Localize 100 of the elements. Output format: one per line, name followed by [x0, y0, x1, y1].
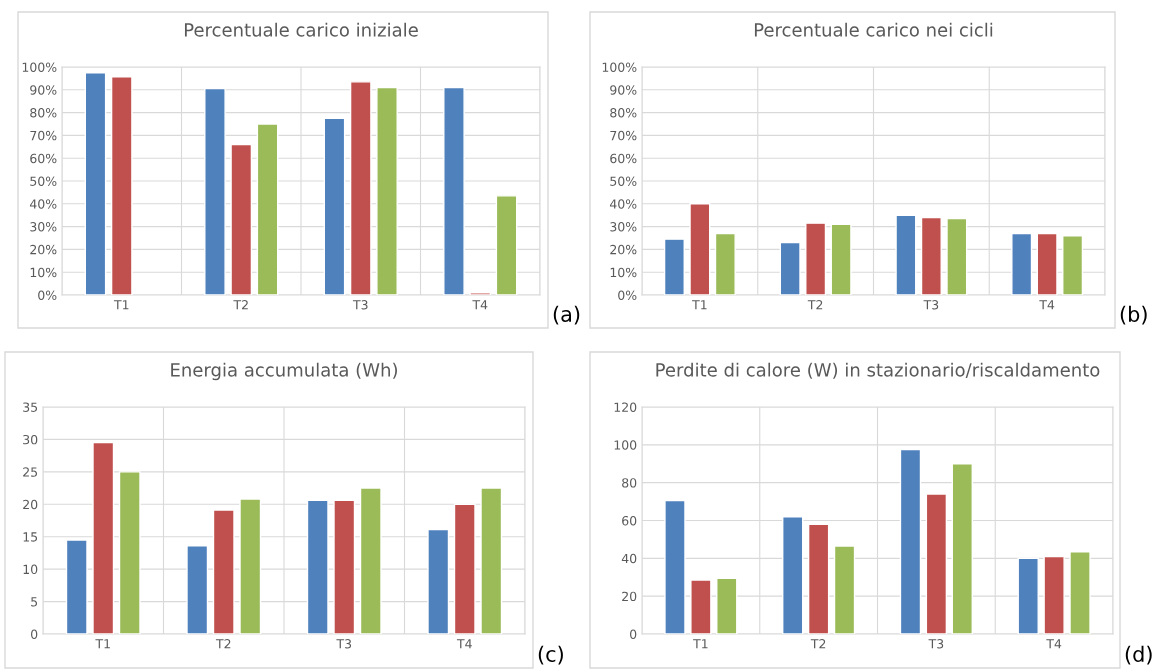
text: (d) — [1125, 645, 1152, 665]
bar — [359, 487, 382, 634]
bar — [690, 579, 712, 634]
bar — [92, 441, 115, 634]
bar — [951, 463, 973, 634]
x-tick-label: T4 — [472, 300, 488, 310]
y-tick-label: 30% — [30, 222, 57, 232]
bar — [443, 86, 465, 295]
bar — [946, 217, 968, 295]
bar — [212, 509, 235, 634]
y-tick-label: 0% — [38, 290, 57, 300]
bar — [118, 471, 141, 634]
bar — [782, 516, 804, 634]
bar — [453, 503, 476, 634]
x-tick-label: T2 — [215, 639, 231, 649]
y-tick-label: 120 — [614, 402, 637, 412]
text: (a) — [553, 305, 580, 325]
y-tick-label: 90% — [30, 85, 57, 95]
y-tick-label: 0 — [630, 629, 637, 639]
bar — [1069, 551, 1091, 634]
bar — [65, 539, 88, 634]
bar — [480, 487, 503, 634]
y-tick-label: 100 — [614, 440, 637, 450]
y-tick-label: 0% — [618, 290, 637, 300]
x-tick-label: T2 — [807, 300, 823, 310]
y-tick-label: 5 — [31, 597, 38, 607]
y-tick-label: 35 — [23, 402, 38, 412]
y-tick-label: 90% — [610, 85, 637, 95]
bar — [714, 232, 736, 295]
bar — [306, 499, 329, 634]
y-tick-label: 20% — [30, 244, 57, 255]
y-tick-label: 40% — [29, 199, 57, 209]
y-tick-label: 100% — [22, 62, 57, 72]
chart-title: Energia accumulata (Wh) — [171, 362, 397, 381]
y-tick-label: 80 — [622, 478, 637, 488]
bar — [469, 292, 492, 295]
bar — [830, 223, 852, 295]
bar — [323, 117, 346, 295]
y-tick-label: 100% — [602, 62, 637, 72]
y-tick-label: 30 — [23, 434, 38, 445]
chart-title: Percentuale carico iniziale — [184, 22, 418, 37]
y-tick-label: 50% — [610, 176, 637, 186]
y-tick-label: 80% — [610, 108, 637, 118]
bar — [807, 523, 830, 634]
y-tick-label: 10% — [610, 267, 637, 278]
x-tick-label: T4 — [456, 639, 472, 649]
bar — [925, 493, 948, 634]
x-tick-label: T4 — [1046, 639, 1062, 649]
bar — [495, 195, 518, 295]
x-tick-label: T1 — [95, 639, 110, 649]
y-tick-label: 0 — [31, 629, 38, 639]
x-tick-label: T3 — [336, 639, 352, 649]
bar — [1036, 232, 1058, 295]
bar — [186, 545, 209, 634]
bar — [779, 241, 801, 295]
bar — [663, 238, 685, 295]
bar — [349, 81, 372, 295]
x-tick-label: T4 — [1039, 300, 1055, 310]
y-tick-label: 60% — [30, 153, 57, 164]
bar — [805, 222, 827, 295]
bar — [1011, 232, 1033, 295]
y-tick-label: 10% — [30, 267, 57, 278]
bar — [110, 76, 133, 295]
bar — [1043, 555, 1065, 634]
x-tick-label: T3 — [923, 300, 939, 310]
bar — [333, 499, 356, 634]
text: (b) — [1120, 305, 1147, 325]
bar — [1062, 235, 1084, 295]
bar — [427, 528, 450, 634]
x-tick-label: T1 — [692, 300, 707, 310]
y-tick-label: 40 — [621, 553, 637, 564]
y-tick-label: 25 — [23, 467, 38, 477]
bar — [689, 203, 711, 295]
chart-title: Percentuale carico nei cicli — [754, 22, 993, 37]
bar — [256, 123, 279, 295]
y-tick-label: 60 — [622, 515, 637, 526]
y-tick-label: 50% — [30, 176, 57, 186]
y-tick-label: 70% — [30, 130, 57, 141]
x-tick-label: T3 — [352, 300, 368, 310]
bar — [833, 545, 856, 634]
bar — [899, 448, 922, 634]
bar — [376, 86, 398, 295]
bar — [920, 216, 942, 295]
bar — [204, 87, 226, 295]
y-tick-label: 20% — [610, 244, 637, 255]
bar — [84, 72, 107, 295]
bar — [895, 214, 917, 295]
bar — [1017, 557, 1039, 634]
text: (c) — [538, 645, 563, 665]
x-tick-label: T3 — [928, 639, 944, 649]
y-tick-label: 10 — [23, 564, 38, 575]
bar — [664, 499, 686, 634]
y-tick-label: 20 — [622, 591, 637, 602]
x-tick-label: T1 — [693, 639, 708, 649]
y-tick-label: 80% — [30, 108, 57, 118]
x-tick-label: T2 — [810, 639, 826, 649]
y-tick-label: 15 — [23, 532, 38, 542]
y-tick-label: 70% — [610, 130, 637, 141]
bar — [716, 577, 738, 634]
bar — [239, 498, 262, 634]
